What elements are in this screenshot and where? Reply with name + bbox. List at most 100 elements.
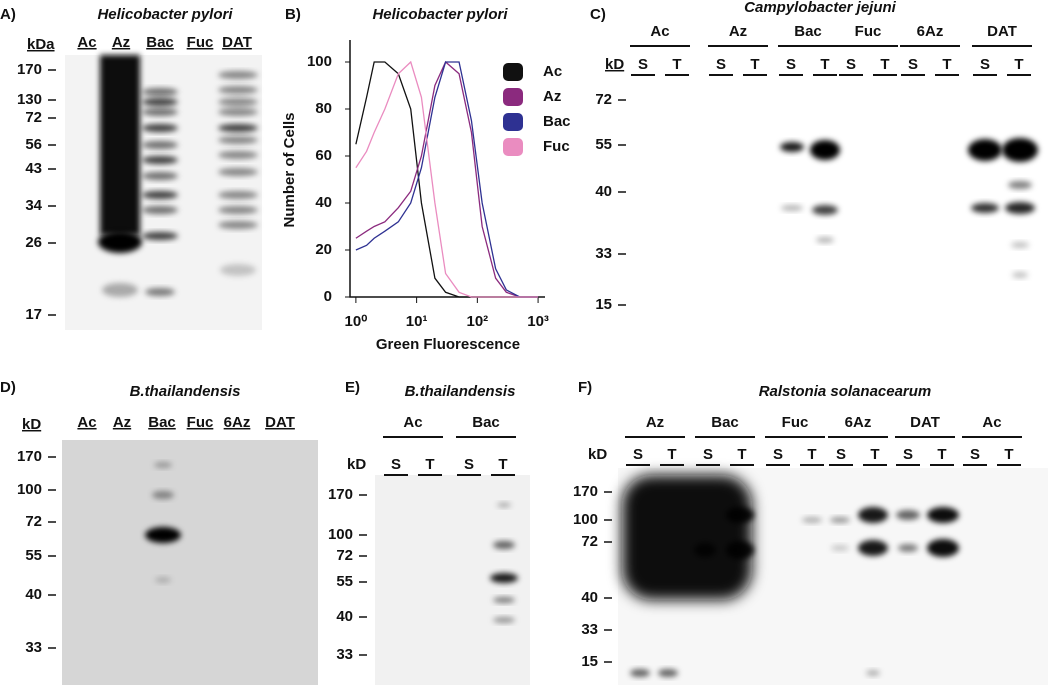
mw-unit: kD (347, 456, 366, 473)
lane-label: DAT (987, 23, 1017, 40)
mw-marker: 170 (17, 448, 42, 465)
blot-band (493, 617, 515, 623)
blot-band (102, 283, 138, 297)
mw-marker: 55 (25, 547, 42, 564)
blot-band (831, 545, 849, 551)
y-tick-label: 100 (307, 53, 332, 70)
panel-label: F) (578, 379, 592, 396)
blot-band (490, 573, 518, 583)
sublane-label: S (786, 56, 796, 73)
mw-marker: 33 (336, 646, 353, 663)
blot-band (220, 264, 256, 276)
blot-band (218, 71, 258, 79)
blot-band (810, 140, 840, 160)
sublane-label: T (425, 456, 434, 473)
blot-band (726, 541, 754, 559)
blot-band (218, 136, 258, 144)
blot-band (1012, 272, 1028, 278)
lane-label: Bac (711, 414, 739, 431)
mw-marker: 170 (17, 61, 42, 78)
lane-label: Ac (77, 414, 96, 431)
legend-label: Ac (543, 63, 562, 80)
smear (622, 475, 752, 600)
blot-band (898, 544, 918, 552)
blot-band (218, 98, 258, 106)
mw-unit: kDa (27, 36, 55, 53)
panel-title: B.thailandensis (405, 383, 516, 400)
sublane-label: S (391, 456, 401, 473)
mw-marker: 72 (25, 513, 42, 530)
lane-label: 6Az (845, 414, 872, 431)
mw-marker: 100 (17, 481, 42, 498)
mw-unit: kD (605, 56, 624, 73)
blot-band (142, 206, 178, 214)
sublane-label: T (672, 56, 681, 73)
sublane-label: S (908, 56, 918, 73)
blots (62, 55, 1048, 685)
sublane-label: S (464, 456, 474, 473)
lane-label: Fuc (187, 34, 214, 51)
x-tick-label: 10¹ (406, 313, 428, 330)
blot-band (145, 288, 175, 296)
mw-marker: 34 (25, 197, 42, 214)
blot-band (896, 510, 920, 520)
mw-marker: 15 (595, 296, 612, 313)
mw-marker: 26 (25, 234, 42, 251)
sublane-label: S (773, 446, 783, 463)
mw-marker: 170 (328, 486, 353, 503)
lane-label: Ac (982, 414, 1001, 431)
panel-label: C) (590, 6, 606, 23)
panel-title: B.thailandensis (130, 383, 241, 400)
x-tick-label: 10² (467, 313, 489, 330)
y-axis-title: Number of Cells (281, 112, 298, 227)
lane-label: DAT (222, 34, 252, 51)
blot-band (726, 507, 754, 523)
sublane-label: S (970, 446, 980, 463)
sublane-label: T (750, 56, 759, 73)
y-tick-label: 80 (315, 100, 332, 117)
panel-label: E) (345, 379, 360, 396)
y-tick-label: 60 (315, 147, 332, 164)
blot-band (493, 597, 515, 603)
legend-label: Az (543, 88, 561, 105)
blot-band (142, 108, 178, 116)
blot-band (781, 205, 803, 211)
x-axis-title: Green Fluorescence (376, 336, 520, 353)
mw-unit: kD (22, 416, 41, 433)
blot-band (142, 172, 178, 180)
mw-unit: kD (588, 446, 607, 463)
sublane-label: T (667, 446, 676, 463)
mw-marker: 55 (336, 573, 353, 590)
lane-label: Az (112, 34, 130, 51)
blot-band (780, 142, 804, 152)
legend-swatch (503, 138, 523, 156)
blot-band (155, 577, 171, 583)
lane-label: Fuc (187, 414, 214, 431)
mw-marker: 17 (25, 306, 42, 323)
sublane-label: S (633, 446, 643, 463)
blot-band (142, 88, 178, 96)
mw-marker: 130 (17, 91, 42, 108)
legend-label: Fuc (543, 138, 570, 155)
legend-swatch (503, 63, 523, 81)
sublane-label: S (980, 56, 990, 73)
mw-marker: 15 (581, 653, 598, 670)
sublane-label: S (846, 56, 856, 73)
smear (100, 55, 140, 235)
blot-band (154, 462, 172, 468)
blot-band (802, 517, 822, 523)
blot-band (218, 206, 258, 214)
blot-band (812, 205, 838, 215)
blot-band (218, 168, 258, 176)
sublane-label: T (1004, 446, 1013, 463)
blot-band (142, 156, 178, 164)
blot-membrane (62, 440, 318, 685)
mw-marker: 40 (336, 608, 353, 625)
series-line (355, 60, 539, 298)
sublane-label: T (942, 56, 951, 73)
blot-band (98, 231, 142, 253)
panel-label: A) (0, 6, 16, 23)
blot-band (142, 124, 178, 132)
blot-band (218, 151, 258, 159)
